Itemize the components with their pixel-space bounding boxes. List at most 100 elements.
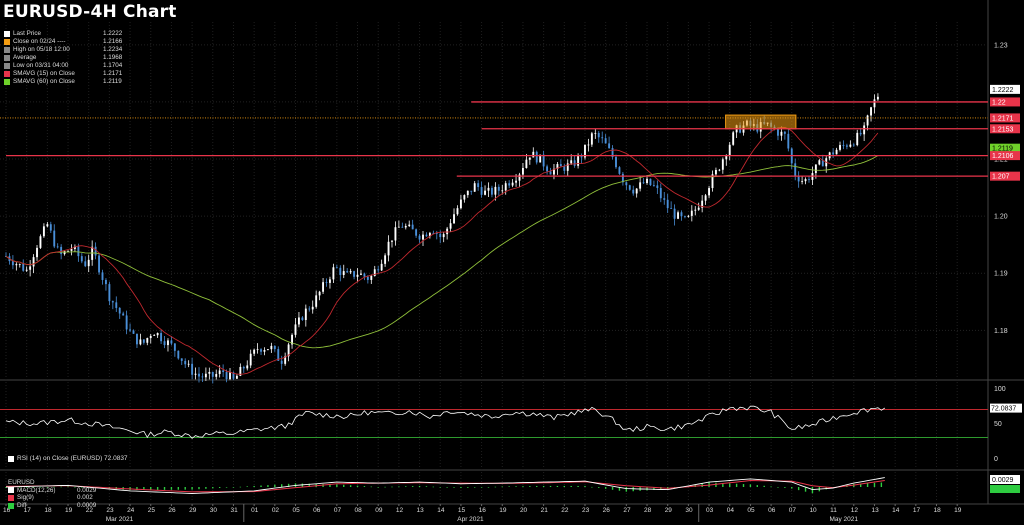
candle-body [170,340,173,344]
macd-diff-bar [487,487,490,488]
candle-body [818,160,821,165]
candle-body [794,163,797,177]
macd-diff-bar [653,487,655,490]
candle-body [349,271,352,273]
x-day-label: 19 [499,507,507,514]
candle-body [804,179,807,182]
macd-diff-bar [287,483,290,487]
macd-diff-bar [253,485,255,487]
macd-diff-bar [19,487,21,488]
y-tick-label: 1.23 [994,42,1008,49]
y-tick-label: 1.20 [994,214,1008,221]
macd-diff-bar [384,486,386,488]
macd-legend-label: EURUSD [8,479,35,486]
candle-body [814,164,817,174]
candle-body [249,353,252,366]
candle-body [408,224,411,227]
legend-value: 1.2222 [103,30,123,37]
macd-diff-bar [611,487,614,490]
candle-body [160,333,163,342]
candle-body [39,236,42,248]
macd-diff-tag [990,485,1020,493]
x-day-label: 27 [623,507,631,514]
candle-body [615,157,617,168]
macd-diff-bar [804,487,807,492]
candle-body [353,271,356,277]
candle-body [284,356,287,364]
macd-diff-bar [150,487,152,490]
candle-body [397,226,400,228]
macd-diff-bar [625,487,628,492]
candle-body [329,279,331,283]
macd-legend-value: 0.0009 [77,501,97,509]
candle-body [270,345,273,350]
candle-body [263,350,266,352]
macd-diff-bar [432,486,435,488]
candle-body [356,274,359,277]
macd-diff-bar [274,484,276,487]
candle-body [101,272,104,280]
macd-diff-bar [156,487,159,490]
candle-body [701,200,704,208]
macd-diff-bar [735,483,738,487]
candle-body [777,129,779,136]
candle-body [11,261,14,266]
level-tag: 1.2106 [992,153,1014,160]
candle-body [315,295,318,307]
candle-body [232,372,235,379]
x-day-label: 21 [541,507,549,514]
candle-body [136,333,138,345]
legend-value: 1.2119 [103,78,122,85]
macd-diff-bar [791,487,793,489]
x-day-label: 22 [561,507,569,514]
x-day-label: 13 [417,507,425,514]
macd-diff-bar [529,486,531,487]
candle-body [235,375,238,379]
candle-body [553,168,555,175]
legend-value: 1.2166 [103,38,123,45]
macd-diff-bar [460,487,462,489]
macd-diff-bar [281,484,283,487]
sma15-tag: 1.2171 [992,115,1014,122]
macd-diff-bar [549,485,552,487]
candle-body [466,190,469,196]
candle-body [111,301,114,303]
level-tag: 1.2153 [992,126,1014,133]
candle-body [470,190,473,192]
macd-diff-bar [218,487,221,488]
macd-diff-bar [198,487,200,490]
candle-body [149,335,152,339]
candle-body [584,144,586,158]
legend-value: 1.2171 [103,70,123,77]
macd-diff-bar [522,486,524,487]
candle-body [866,115,869,126]
candle-body [180,358,183,361]
macd-legend-swatch [8,494,14,501]
candle-body [601,137,604,139]
candle-body [587,144,590,146]
candle-body [67,250,69,252]
level-tag: 1.22 [992,99,1006,106]
candle-body [42,226,45,237]
chart-title: EURUSD-4H Chart [3,2,177,22]
candle-body [594,132,597,134]
candle-body [608,143,611,149]
candle-body [442,234,445,238]
candle-body [484,190,486,195]
x-day-label: 30 [685,507,693,514]
candle-body [308,308,311,310]
candle-body [666,199,669,209]
x-day-label: 09 [375,507,383,514]
candle-body [549,171,552,175]
candle-body [518,174,521,181]
candle-body [84,261,87,267]
sma-60-line [5,155,879,349]
macd-legend-row: EURUSD [8,479,96,487]
candle-body [876,96,879,100]
level-tag-bg [990,124,1020,134]
candle-body [104,279,107,285]
sma60-tag: 1.2119 [992,146,1013,153]
macd-diff-bar [474,487,476,488]
macd-diff-bar [349,485,352,487]
candle-body [570,160,573,164]
